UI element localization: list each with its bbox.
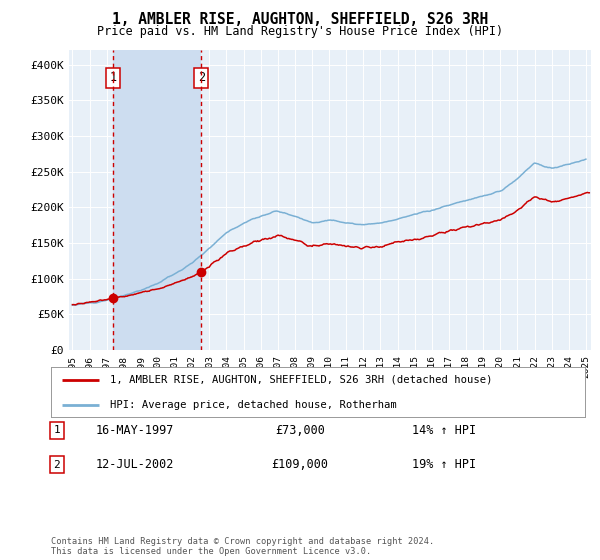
Text: Contains HM Land Registry data © Crown copyright and database right 2024.
This d: Contains HM Land Registry data © Crown c… (51, 536, 434, 556)
Text: 1: 1 (53, 425, 61, 435)
Text: 2: 2 (53, 460, 61, 470)
Text: HPI: Average price, detached house, Rotherham: HPI: Average price, detached house, Roth… (110, 400, 397, 410)
Text: 2: 2 (198, 71, 205, 85)
Text: 1, AMBLER RISE, AUGHTON, SHEFFIELD, S26 3RH (detached house): 1, AMBLER RISE, AUGHTON, SHEFFIELD, S26 … (110, 375, 492, 385)
Text: 1, AMBLER RISE, AUGHTON, SHEFFIELD, S26 3RH: 1, AMBLER RISE, AUGHTON, SHEFFIELD, S26 … (112, 12, 488, 27)
Text: £73,000: £73,000 (275, 423, 325, 437)
Text: 19% ↑ HPI: 19% ↑ HPI (412, 458, 476, 472)
Text: Price paid vs. HM Land Registry's House Price Index (HPI): Price paid vs. HM Land Registry's House … (97, 25, 503, 38)
Bar (113, 50, 201, 350)
Text: 16-MAY-1997: 16-MAY-1997 (96, 423, 174, 437)
Text: £109,000: £109,000 (271, 458, 329, 472)
Text: 12-JUL-2002: 12-JUL-2002 (96, 458, 174, 472)
Text: 1: 1 (109, 71, 116, 85)
Text: 14% ↑ HPI: 14% ↑ HPI (412, 423, 476, 437)
